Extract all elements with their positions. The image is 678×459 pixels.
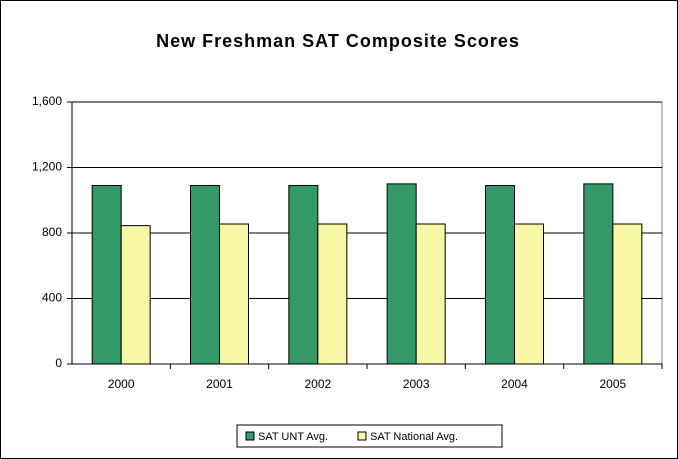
legend-swatch	[357, 431, 367, 441]
x-tick-label: 2005	[599, 377, 626, 391]
bar	[415, 223, 446, 365]
bar	[219, 223, 249, 365]
bar	[91, 185, 122, 365]
bar	[485, 185, 515, 365]
bar	[514, 223, 544, 365]
bar	[120, 225, 151, 365]
bar	[190, 185, 220, 365]
bar	[317, 223, 348, 365]
bar	[386, 183, 417, 365]
x-tick-label: 2002	[304, 377, 331, 391]
legend-label: SAT UNT Avg.	[258, 431, 328, 443]
y-tick-label: 800	[42, 225, 62, 239]
legend-swatch	[245, 431, 255, 441]
bar	[288, 185, 319, 365]
legend-box	[236, 424, 503, 448]
bar	[583, 183, 614, 365]
bar	[612, 223, 643, 365]
y-tick-label: 400	[42, 291, 62, 305]
x-tick-label: 2001	[206, 377, 233, 391]
chart-title: New Freshman SAT Composite Scores	[156, 31, 520, 51]
x-tick-label: 2003	[403, 377, 430, 391]
y-tick-label: 0	[55, 356, 62, 370]
y-tick-label: 1,200	[32, 160, 62, 174]
y-tick-label: 1,600	[32, 94, 62, 108]
legend-label: SAT National Avg.	[370, 431, 458, 443]
x-tick-label: 2004	[501, 377, 528, 391]
x-tick-label: 2000	[108, 377, 135, 391]
